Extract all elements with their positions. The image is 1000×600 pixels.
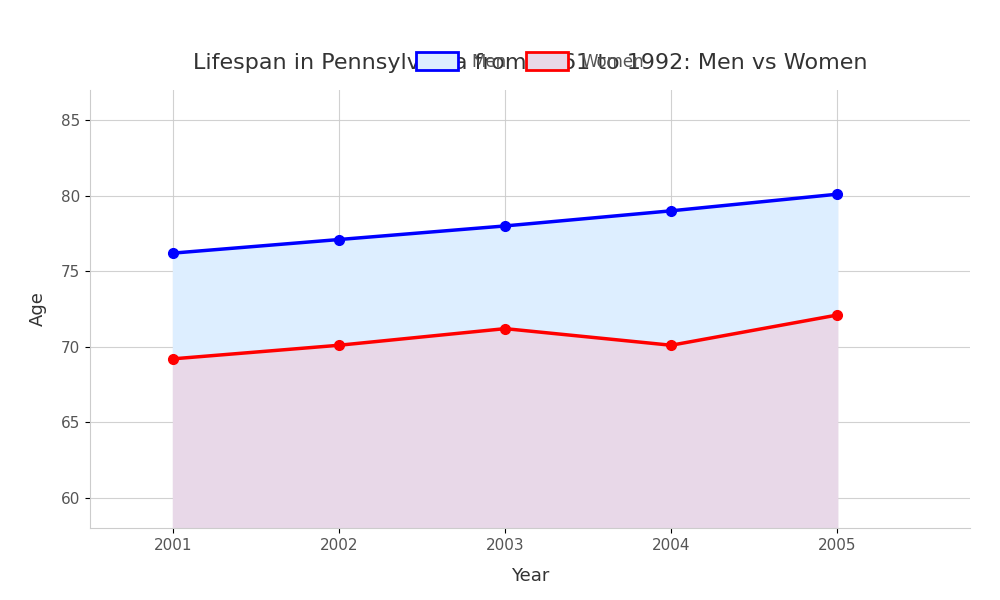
Y-axis label: Age: Age — [29, 292, 47, 326]
Legend: Men, Women: Men, Women — [409, 46, 651, 77]
X-axis label: Year: Year — [511, 566, 549, 584]
Title: Lifespan in Pennsylvania from 1961 to 1992: Men vs Women: Lifespan in Pennsylvania from 1961 to 19… — [193, 53, 867, 73]
